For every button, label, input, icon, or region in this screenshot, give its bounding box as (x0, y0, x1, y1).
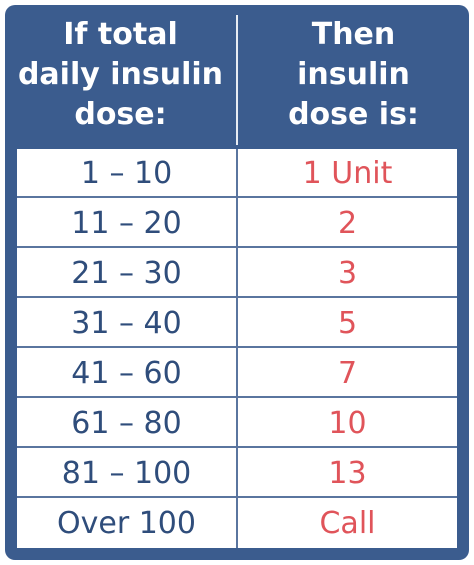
header-right-line: dose is: (288, 97, 419, 132)
table-row: Over 100 Call (17, 499, 457, 548)
dose-cell: 2 (337, 206, 358, 241)
table-header: If total daily insulin dose: Then insuli… (5, 5, 469, 145)
range-cell: 31 – 40 (71, 306, 182, 341)
range-cell: Over 100 (57, 506, 196, 541)
header-left-line: dose: (74, 97, 167, 132)
header-insulin-dose: Then insulin dose is: (238, 5, 469, 145)
range-cell: 11 – 20 (71, 206, 182, 241)
header-left-line: If total (63, 17, 178, 52)
dose-cell: 13 (328, 456, 367, 491)
dose-cell: 7 (337, 356, 358, 391)
dose-cell: 1 Unit (302, 156, 393, 191)
range-cell: 61 – 80 (71, 406, 182, 441)
header-left-line: daily insulin (17, 57, 224, 92)
header-right-line: insulin (297, 57, 410, 92)
column-divider (236, 149, 238, 548)
dose-cell: 5 (337, 306, 358, 341)
range-cell: 81 – 100 (61, 456, 192, 491)
dose-cell: 10 (328, 406, 367, 441)
dose-cell: Call (319, 506, 376, 541)
range-cell: 21 – 30 (71, 256, 182, 291)
insulin-dose-table: If total daily insulin dose: Then insuli… (5, 5, 469, 560)
header-right-line: Then (311, 17, 396, 52)
table-body: 1 – 10 1 Unit 11 – 20 2 21 – 30 3 31 – 4… (17, 149, 457, 548)
range-cell: 41 – 60 (71, 356, 182, 391)
range-cell: 1 – 10 (80, 156, 173, 191)
dose-cell: 3 (337, 256, 358, 291)
header-total-daily-dose: If total daily insulin dose: (5, 5, 236, 145)
header-divider (236, 15, 238, 145)
